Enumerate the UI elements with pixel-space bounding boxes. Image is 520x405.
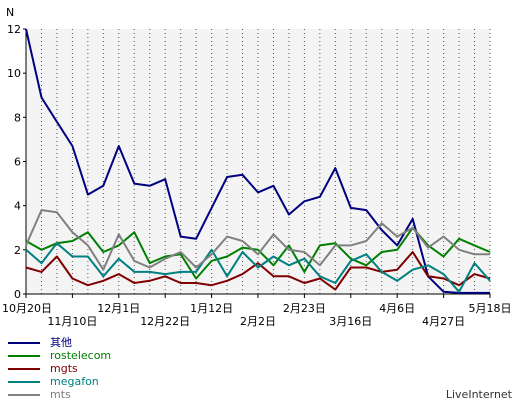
y-tick-label: 4 xyxy=(14,200,21,213)
legend-swatch xyxy=(8,342,40,344)
y-tick-label: 10 xyxy=(7,67,21,80)
legend-swatch xyxy=(8,381,40,383)
legend-swatch xyxy=(8,394,40,396)
x-tick-label: 1月12日 xyxy=(190,302,233,315)
legend-label: rostelecom xyxy=(50,349,112,362)
y-tick-label: 2 xyxy=(14,244,21,257)
x-tick-label: 12月22日 xyxy=(140,315,190,328)
series-line-megafon xyxy=(25,242,491,293)
x-tick-label: 2月2日 xyxy=(240,315,276,328)
legend-swatch xyxy=(8,368,40,370)
legend-label: 其他 xyxy=(50,336,72,349)
y-axis-label: N xyxy=(6,6,14,19)
x-tick-label: 3月16日 xyxy=(329,315,372,328)
legend-label: mgts xyxy=(50,362,78,375)
y-tick-label: 12 xyxy=(7,23,21,36)
x-tick-label: 4月27日 xyxy=(422,315,465,328)
legend-label: megafon xyxy=(50,375,99,388)
x-tick-label: 10月20日 xyxy=(2,302,52,315)
x-tick-label: 5月18日 xyxy=(469,302,512,315)
y-tick-label: 8 xyxy=(14,111,21,124)
x-tick-label: 11月10日 xyxy=(47,315,97,328)
series-line-mts xyxy=(25,209,490,271)
x-tick-label: 12月1日 xyxy=(97,302,140,315)
x-tick-label: 4月6日 xyxy=(379,302,415,315)
legend-swatch xyxy=(8,355,40,357)
series-line-mgts xyxy=(25,251,491,291)
legend-label: mts xyxy=(50,388,71,401)
series-line-其他 xyxy=(25,28,490,294)
brand-label: LiveInternet xyxy=(445,388,512,401)
y-tick-label: 0 xyxy=(14,288,21,301)
y-tick-label: 6 xyxy=(14,156,21,169)
x-tick-label: 2月23日 xyxy=(283,302,326,315)
